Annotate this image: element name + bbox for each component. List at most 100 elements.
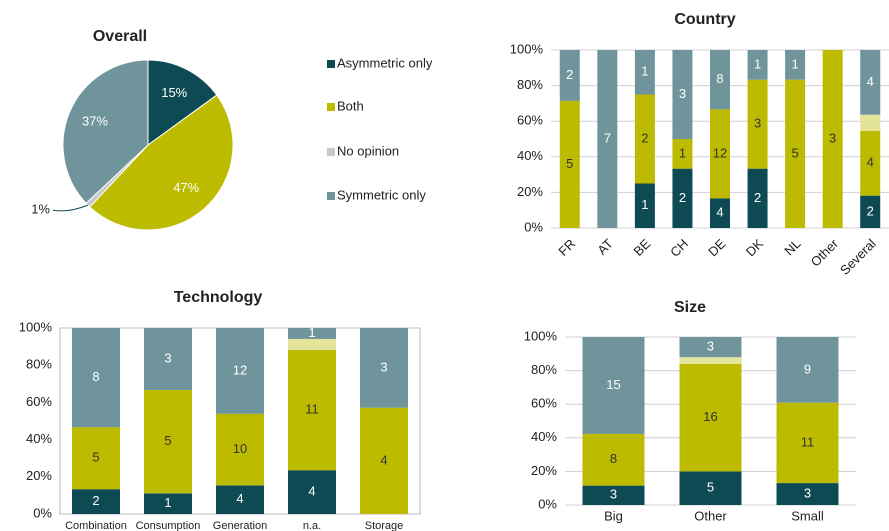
- data-label: 5: [566, 156, 573, 171]
- data-label: 12: [233, 362, 247, 377]
- x-tick-label: Big: [604, 508, 623, 523]
- x-tick-label: Consumption: [136, 520, 201, 531]
- legend-label: Both: [337, 98, 364, 113]
- data-label: 4: [867, 74, 874, 89]
- pie-slice: [147, 59, 218, 146]
- bar-segment: [288, 349, 336, 471]
- bar-segment: [860, 195, 881, 228]
- slice-label: 37%: [82, 113, 108, 128]
- y-tick-label: 0%: [524, 219, 543, 234]
- bar-segment: [860, 50, 881, 115]
- data-label: 4: [867, 155, 874, 170]
- data-label: 8: [610, 451, 617, 466]
- bar-segment: [288, 328, 336, 339]
- data-label: 1: [679, 145, 686, 160]
- data-label: 7: [604, 130, 611, 145]
- chart-title: Size: [674, 299, 706, 316]
- y-tick-label: 0%: [33, 505, 52, 520]
- bar-segment: [860, 130, 881, 196]
- x-tick-label: Small: [791, 508, 824, 523]
- x-tick-label: n.a.: [303, 520, 321, 531]
- data-label: 5: [707, 480, 714, 495]
- chart-title: Country: [674, 11, 735, 28]
- bar-segment: [634, 94, 655, 184]
- y-tick-label: 20%: [531, 463, 557, 478]
- bar-segment: [72, 489, 120, 514]
- data-label: 2: [92, 493, 99, 508]
- data-label: 4: [236, 491, 243, 506]
- data-label: 2: [867, 203, 874, 218]
- chart-title: Overall: [93, 28, 147, 45]
- data-label: 3: [829, 130, 836, 145]
- data-label: 4: [308, 484, 315, 499]
- bar-segment: [776, 483, 839, 505]
- data-label: 12: [713, 145, 727, 160]
- data-label: 1: [641, 197, 648, 212]
- y-tick-label: 40%: [26, 431, 52, 446]
- pie-slice: [62, 59, 149, 204]
- y-tick-label: 80%: [531, 362, 557, 377]
- data-label: 2: [679, 190, 686, 205]
- x-tick-label: Other: [808, 235, 842, 269]
- data-label: 1: [164, 495, 171, 510]
- pie-slice: [89, 94, 234, 231]
- data-label: 2: [754, 190, 761, 205]
- bar-segment: [144, 390, 192, 494]
- x-tick-label: BE: [631, 236, 654, 259]
- bar-segment: [216, 413, 264, 486]
- bar-segment: [634, 183, 655, 228]
- legend-label: Asymmetric only: [337, 55, 433, 70]
- x-tick-label: NL: [781, 236, 803, 258]
- data-label: 5: [164, 433, 171, 448]
- bar-segment: [597, 50, 618, 228]
- data-label: 4: [380, 452, 387, 467]
- bar-segment: [144, 328, 192, 390]
- data-label: 8: [716, 71, 723, 86]
- legend-swatch: [327, 60, 335, 68]
- bar-segment: [710, 198, 730, 228]
- data-label: 3: [679, 86, 686, 101]
- bar-segment: [634, 50, 655, 95]
- bar-segment: [747, 168, 768, 228]
- chart-title: Technology: [174, 289, 263, 306]
- bar-segment: [776, 402, 839, 484]
- bar-segment: [582, 485, 645, 505]
- legend-swatch: [327, 103, 335, 111]
- bar-segment: [747, 79, 768, 169]
- y-tick-label: 80%: [517, 77, 543, 92]
- y-tick-label: 40%: [517, 148, 543, 163]
- data-label: 2: [566, 67, 573, 82]
- data-label: 1: [791, 56, 798, 71]
- x-tick-label: Storage: [365, 520, 404, 531]
- y-tick-label: 100%: [19, 319, 53, 334]
- bar-segment: [672, 168, 693, 228]
- legend-swatch: [327, 148, 335, 156]
- y-tick-label: 0%: [538, 496, 557, 511]
- data-label: 8: [92, 369, 99, 384]
- y-tick-label: 20%: [26, 468, 52, 483]
- y-tick-label: 100%: [524, 328, 558, 343]
- data-label: 16: [703, 409, 717, 424]
- bar-segment: [360, 407, 408, 514]
- bar-segment: [860, 114, 881, 131]
- legend-label: Symmetric only: [337, 187, 426, 202]
- y-tick-label: 60%: [26, 394, 52, 409]
- x-tick-label: DE: [705, 236, 729, 260]
- bar-segment: [288, 338, 336, 350]
- data-label: 10: [233, 441, 247, 456]
- x-tick-label: Other: [694, 508, 727, 523]
- bar-segment: [747, 50, 768, 80]
- data-label: 1: [308, 325, 315, 340]
- slice-label: 15%: [161, 85, 187, 100]
- data-label: 9: [804, 361, 811, 376]
- bar-segment: [72, 328, 120, 428]
- y-tick-label: 60%: [517, 113, 543, 128]
- data-label: 3: [380, 359, 387, 374]
- bar-segment: [679, 363, 742, 472]
- x-tick-label: Combination: [65, 520, 127, 531]
- bar-segment: [710, 109, 730, 199]
- data-label: 5: [92, 450, 99, 465]
- data-label: 3: [804, 485, 811, 500]
- y-tick-label: 20%: [517, 184, 543, 199]
